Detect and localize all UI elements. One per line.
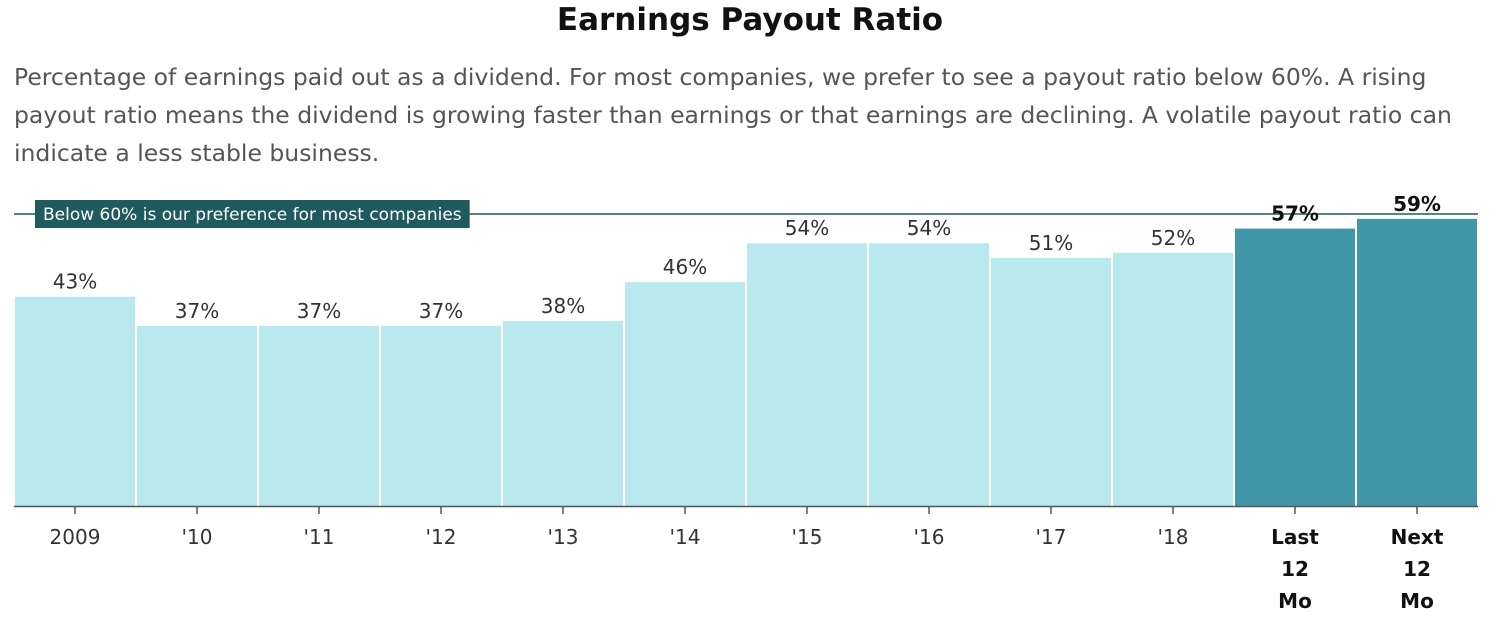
value-label-7: 54% [907, 216, 951, 240]
bar-11 [1357, 218, 1477, 506]
bar-7 [869, 243, 989, 506]
value-labels-group: 43% 37% 37% 37% 38% 46% 54% 54% 51% 52% 57% 59% [50, 192, 1441, 326]
x-tick-label-2: '11 [304, 525, 335, 549]
x-tick-label-8: '17 [1036, 525, 1067, 549]
bar-9 [1113, 252, 1233, 506]
bar-1 [137, 325, 257, 506]
x-tick-label-10: Last 12 Mo [1271, 525, 1319, 613]
value-label-9: 52% [1151, 226, 1195, 250]
x-tick-label-1: '10 [182, 525, 213, 549]
value-label-10: 57% [1271, 202, 1319, 226]
value-label-1: 37% [175, 299, 219, 323]
x-tick-label-9: '18 [1158, 525, 1189, 549]
bar-6 [747, 243, 867, 506]
value-label-4: 38% [541, 294, 585, 318]
x-tick-label-0: 2009 [50, 525, 101, 549]
reference-label-text: Below 60% is our preference for most com… [43, 205, 462, 225]
bar-10 [1235, 228, 1355, 506]
bar-0 [15, 296, 135, 506]
value-label-5: 46% [663, 255, 707, 279]
bar-3 [381, 325, 501, 506]
x-axis: 2009 '10 '11 '12 '13 '14 '15 '16 '17 '18 Last 12 Mo N… [14, 505, 1478, 613]
value-label-0: 43% [53, 270, 97, 294]
reference-line-group: Below 60% is our preference for most com… [14, 200, 1478, 228]
x-tick-label-7: '16 [914, 525, 945, 549]
bar-8 [991, 257, 1111, 506]
chart-subtitle: Percentage of earnings paid out as a div… [14, 63, 1452, 167]
x-tick-label-4: '13 [548, 525, 579, 549]
x-tick-label-11: Next 12 Mo [1391, 525, 1444, 613]
value-label-3: 37% [419, 299, 463, 323]
value-label-6: 54% [785, 216, 829, 240]
bars-group [15, 218, 1477, 506]
x-tick-label-6: '15 [792, 525, 823, 549]
reference-line-label: Below 60% is our preference for most com… [35, 200, 470, 228]
x-tick-label-3: '12 [426, 525, 457, 549]
chart-title: Earnings Payout Ratio [556, 2, 944, 38]
x-tick-label-5: '14 [670, 525, 701, 549]
bar-2 [259, 325, 379, 506]
bar-5 [625, 282, 745, 506]
value-label-11: 59% [1393, 192, 1441, 216]
reference-label-box [35, 200, 470, 228]
value-label-8: 51% [1029, 231, 1073, 255]
bar-4 [503, 321, 623, 506]
value-label-2: 37% [297, 299, 341, 323]
